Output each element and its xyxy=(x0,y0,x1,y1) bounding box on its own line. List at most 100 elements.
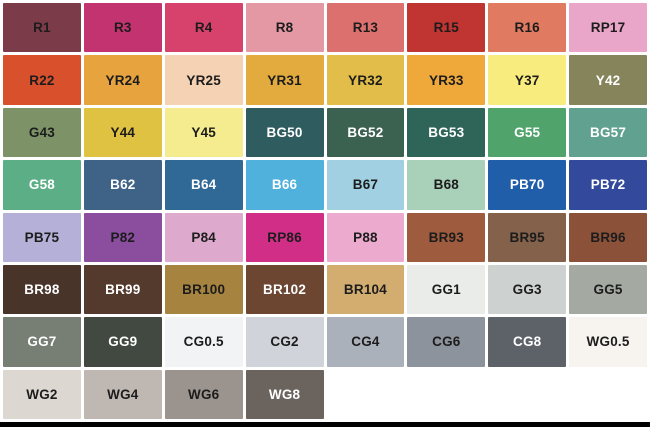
swatch-Y42[interactable]: Y42 xyxy=(569,55,647,105)
swatch-label: R16 xyxy=(514,20,540,36)
swatch-label: R22 xyxy=(29,72,55,88)
swatch-label: YR24 xyxy=(105,72,141,88)
swatch-PB75[interactable]: PB75 xyxy=(3,212,81,262)
swatch-BR95[interactable]: BR95 xyxy=(488,212,567,262)
swatch-RP86[interactable]: RP86 xyxy=(245,212,324,262)
swatch-YR24[interactable]: YR24 xyxy=(83,55,162,105)
swatch-YR31[interactable]: YR31 xyxy=(245,55,324,105)
swatch-GG9[interactable]: GG9 xyxy=(83,317,162,367)
swatch-GG7[interactable]: GG7 xyxy=(3,317,81,367)
swatch-PB72[interactable]: PB72 xyxy=(569,160,647,210)
swatch-label: GG1 xyxy=(431,282,461,298)
swatch-label: P82 xyxy=(110,229,136,245)
swatch-Y44[interactable]: Y44 xyxy=(83,107,162,158)
swatch-BG53[interactable]: BG53 xyxy=(407,107,486,158)
swatch-label: BG52 xyxy=(347,124,384,140)
swatch-R22[interactable]: R22 xyxy=(3,55,81,105)
swatch-B66[interactable]: B66 xyxy=(245,160,324,210)
swatch-P82[interactable]: P82 xyxy=(83,212,162,262)
swatch-label: R13 xyxy=(352,20,379,36)
swatch-B67[interactable]: B67 xyxy=(326,160,405,210)
swatch-BR96[interactable]: BR96 xyxy=(569,212,647,262)
swatch-label: BR95 xyxy=(509,229,545,245)
swatch-WG2[interactable]: WG2 xyxy=(3,369,81,419)
swatch-R13[interactable]: R13 xyxy=(326,3,405,53)
swatch-BG57[interactable]: BG57 xyxy=(569,107,647,158)
swatch-label: BR98 xyxy=(24,282,60,298)
swatch-WG0.5[interactable]: WG0.5 xyxy=(569,317,647,367)
swatch-CG2[interactable]: CG2 xyxy=(245,317,324,367)
swatch-R4[interactable]: R4 xyxy=(164,3,243,53)
swatch-label: B64 xyxy=(191,177,217,193)
swatch-WG8[interactable]: WG8 xyxy=(245,369,324,419)
swatch-R15[interactable]: R15 xyxy=(407,3,486,53)
swatch-WG6[interactable]: WG6 xyxy=(164,369,243,419)
swatch-label: R8 xyxy=(275,20,294,36)
swatch-label: R4 xyxy=(194,20,213,36)
swatch-CG0.5[interactable]: CG0.5 xyxy=(164,317,243,367)
swatch-Y45[interactable]: Y45 xyxy=(164,107,243,158)
swatch-BR104[interactable]: BR104 xyxy=(326,264,405,315)
swatch-label: BR104 xyxy=(343,282,387,298)
swatch-YR25[interactable]: YR25 xyxy=(164,55,243,105)
swatch-label: GG7 xyxy=(27,334,57,350)
swatch-label: RP17 xyxy=(590,20,626,36)
swatch-label: B67 xyxy=(352,177,379,193)
swatch-BR98[interactable]: BR98 xyxy=(3,264,81,315)
swatch-YR32[interactable]: YR32 xyxy=(326,55,405,105)
swatch-YR33[interactable]: YR33 xyxy=(407,55,486,105)
swatch-label: Y42 xyxy=(595,72,621,88)
swatch-label: WG6 xyxy=(188,386,220,402)
swatch-label: G43 xyxy=(28,124,55,140)
swatch-label: WG8 xyxy=(268,386,301,402)
swatch-CG8[interactable]: CG8 xyxy=(488,317,567,367)
swatch-label: R1 xyxy=(33,20,51,36)
swatch-label: GG5 xyxy=(593,282,623,298)
swatch-label: B66 xyxy=(271,177,298,193)
swatch-GG3[interactable]: GG3 xyxy=(488,264,567,315)
swatch-BR102[interactable]: BR102 xyxy=(245,264,324,315)
swatch-BG52[interactable]: BG52 xyxy=(326,107,405,158)
swatch-label: BR93 xyxy=(428,229,464,245)
swatch-label: YR32 xyxy=(348,72,383,88)
swatch-G43[interactable]: G43 xyxy=(3,107,81,158)
swatch-GG5[interactable]: GG5 xyxy=(569,264,647,315)
swatch-label: YR25 xyxy=(186,72,221,88)
swatch-BR99[interactable]: BR99 xyxy=(83,264,162,315)
swatch-PB70[interactable]: PB70 xyxy=(488,160,567,210)
swatch-label: WG4 xyxy=(107,386,139,402)
swatch-B62[interactable]: B62 xyxy=(83,160,162,210)
swatch-label: B68 xyxy=(433,177,459,193)
swatch-G58[interactable]: G58 xyxy=(3,160,81,210)
swatch-BR93[interactable]: BR93 xyxy=(407,212,486,262)
swatch-label: PB72 xyxy=(590,177,626,193)
swatch-P88[interactable]: P88 xyxy=(326,212,405,262)
swatch-label: BR99 xyxy=(105,282,141,298)
swatch-R1[interactable]: R1 xyxy=(3,3,81,53)
swatch-label: CG0.5 xyxy=(183,334,224,350)
swatch-label: CG4 xyxy=(351,334,380,350)
swatch-P84[interactable]: P84 xyxy=(164,212,243,262)
swatch-CG4[interactable]: CG4 xyxy=(326,317,405,367)
swatch-GG1[interactable]: GG1 xyxy=(407,264,486,315)
swatch-B64[interactable]: B64 xyxy=(164,160,243,210)
swatch-G55[interactable]: G55 xyxy=(488,107,567,158)
swatch-label: CG6 xyxy=(432,334,461,350)
swatch-BR100[interactable]: BR100 xyxy=(164,264,243,315)
swatch-CG6[interactable]: CG6 xyxy=(407,317,486,367)
swatch-label: CG2 xyxy=(270,334,299,350)
swatch-B68[interactable]: B68 xyxy=(407,160,486,210)
swatch-R16[interactable]: R16 xyxy=(488,3,567,53)
swatch-BG50[interactable]: BG50 xyxy=(245,107,324,158)
swatch-label: WG2 xyxy=(26,386,58,402)
swatch-RP17[interactable]: RP17 xyxy=(569,3,647,53)
swatch-WG4[interactable]: WG4 xyxy=(83,369,162,419)
swatch-Y37[interactable]: Y37 xyxy=(488,55,567,105)
swatch-R8[interactable]: R8 xyxy=(245,3,324,53)
swatch-label: GG3 xyxy=(512,282,542,298)
swatch-label: YR33 xyxy=(429,72,464,88)
swatch-label: YR31 xyxy=(267,72,302,88)
swatch-R3[interactable]: R3 xyxy=(83,3,162,53)
